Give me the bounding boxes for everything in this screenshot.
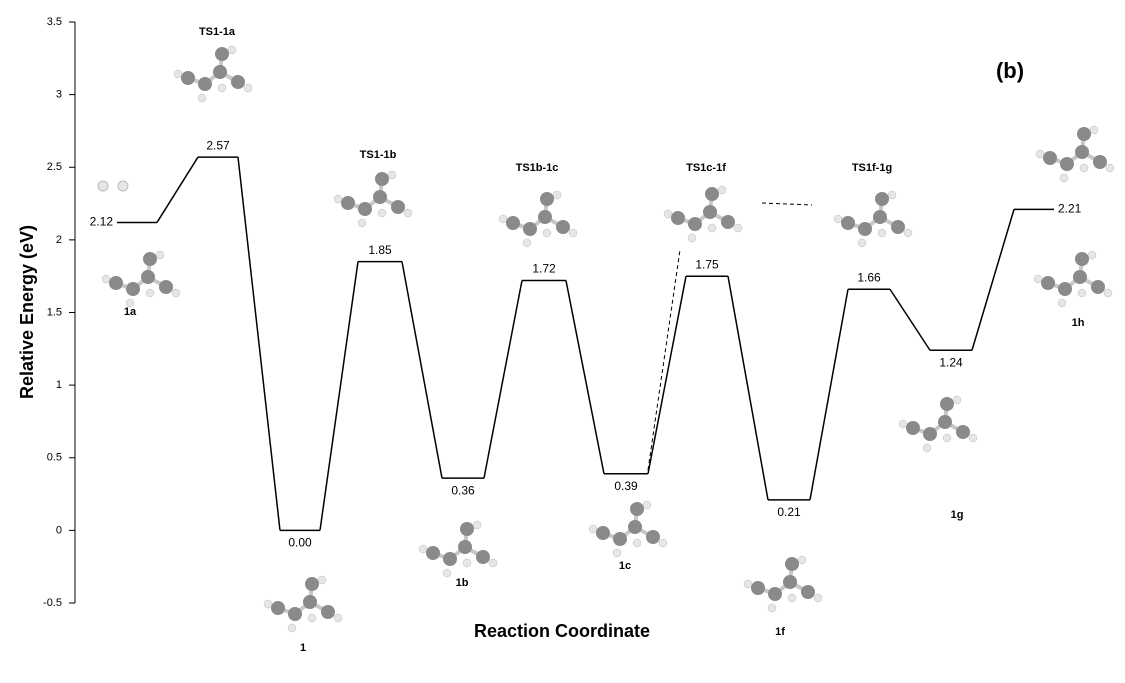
species-label: TS1-1b bbox=[360, 149, 397, 161]
species-label: 1f bbox=[775, 626, 785, 638]
species-label: 1a bbox=[124, 306, 137, 318]
molecule bbox=[102, 251, 180, 307]
panel-label: (b) bbox=[996, 58, 1024, 83]
x-axis-label: Reaction Coordinate bbox=[474, 621, 650, 641]
y-tick-label: -0.5 bbox=[43, 597, 62, 609]
value-label: 0.36 bbox=[451, 483, 475, 497]
y-tick-label: 2 bbox=[56, 234, 62, 246]
connector bbox=[484, 281, 522, 479]
value-label: 2.12 bbox=[90, 215, 114, 229]
connector bbox=[890, 289, 930, 350]
y-axis-label: Relative Energy (eV) bbox=[17, 225, 37, 399]
dashed-connector bbox=[762, 203, 812, 205]
species-label: 1h bbox=[1072, 317, 1085, 329]
y-tick-label: 0.5 bbox=[47, 452, 62, 464]
molecule bbox=[899, 396, 977, 452]
connector bbox=[402, 262, 442, 478]
molecule bbox=[174, 46, 252, 102]
connector bbox=[566, 281, 604, 474]
value-label: 0.39 bbox=[614, 479, 638, 493]
dashed-connector bbox=[648, 250, 680, 470]
species-label: 1 bbox=[300, 642, 306, 654]
y-tick-label: 3 bbox=[56, 89, 62, 101]
molecule bbox=[1034, 251, 1112, 307]
molecule bbox=[589, 501, 667, 557]
atom bbox=[118, 181, 128, 191]
molecule bbox=[744, 556, 822, 612]
value-label: 1.24 bbox=[939, 355, 963, 369]
connector bbox=[810, 289, 848, 500]
y-tick-label: 2.5 bbox=[47, 161, 62, 173]
species-label: TS1-1a bbox=[199, 26, 236, 38]
species-label: 1g bbox=[951, 509, 964, 521]
molecule bbox=[264, 576, 342, 632]
value-label: 0.00 bbox=[288, 536, 312, 550]
molecule-illustrations bbox=[98, 46, 1114, 632]
molecule bbox=[419, 521, 497, 577]
species-label: TS1c-1f bbox=[686, 162, 726, 174]
y-tick-label: 0 bbox=[56, 524, 62, 536]
value-label: 2.57 bbox=[206, 138, 230, 152]
value-label: 0.21 bbox=[777, 505, 801, 519]
molecule bbox=[834, 191, 912, 247]
connector bbox=[972, 209, 1014, 350]
connector bbox=[648, 276, 686, 474]
y-tick-label: 1 bbox=[56, 379, 62, 391]
species-label: 1c bbox=[619, 560, 631, 572]
molecule bbox=[499, 191, 577, 247]
connector bbox=[238, 157, 280, 530]
molecule bbox=[664, 186, 742, 242]
value-label: 1.85 bbox=[368, 243, 392, 257]
species-label: 1b bbox=[456, 577, 469, 589]
chart: Relative Energy (eV) Reaction Coordinate… bbox=[0, 0, 1125, 678]
molecule bbox=[334, 171, 412, 227]
molecule bbox=[1036, 126, 1114, 182]
y-tick-label: 3.5 bbox=[47, 16, 62, 28]
value-label: 1.75 bbox=[695, 257, 719, 271]
value-label: 2.21 bbox=[1058, 202, 1082, 216]
connector bbox=[157, 157, 198, 222]
atom bbox=[98, 181, 108, 191]
species-label: TS1f-1g bbox=[852, 162, 892, 174]
value-label: 1.66 bbox=[857, 270, 881, 284]
y-tick-label: 1.5 bbox=[47, 306, 62, 318]
connector bbox=[728, 276, 768, 500]
species-label: TS1b-1c bbox=[516, 162, 559, 174]
value-label: 1.72 bbox=[532, 262, 556, 276]
connector bbox=[320, 262, 358, 531]
